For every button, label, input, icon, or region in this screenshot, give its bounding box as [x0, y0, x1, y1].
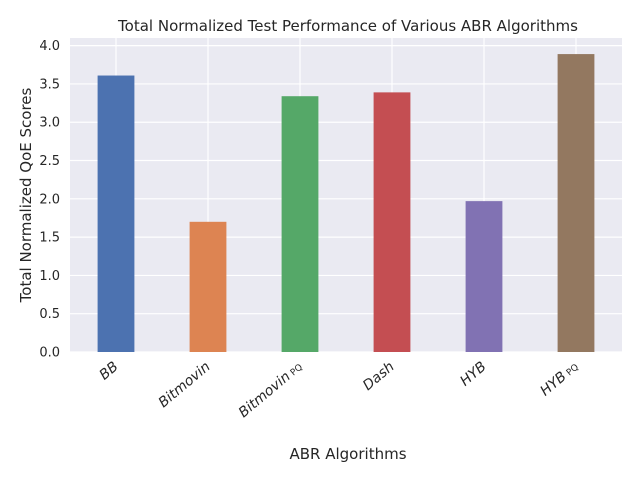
plot-area: [70, 38, 622, 352]
x-tick-label: HYB: [457, 359, 489, 390]
bar: [465, 201, 503, 352]
bar: [281, 96, 319, 352]
x-axis-label: ABR Algorithms: [289, 445, 406, 463]
bar: [557, 54, 595, 353]
y-tick-labels: 0.0 0.5 1.0 1.5 2.0 2.5 3.0 3.5 4.0: [39, 39, 60, 360]
chart-title: Total Normalized Test Performance of Var…: [117, 17, 578, 35]
y-tick-label: 1.5: [39, 231, 60, 246]
y-tick-label: 0.5: [39, 307, 60, 322]
x-tick-labels: BB Bitmovin BitmovinPQ Dash HYB HYBPQ: [97, 359, 581, 421]
x-tick-label: BB: [97, 359, 122, 384]
y-tick-label: 4.0: [39, 39, 60, 54]
y-tick-label: 0.0: [39, 346, 60, 361]
bar: [189, 221, 227, 352]
x-tick-label: BitmovinPQ: [236, 359, 306, 421]
bar: [97, 75, 135, 353]
bar: [373, 92, 411, 352]
y-tick-label: 3.0: [39, 116, 60, 131]
x-tick-label: Bitmovin: [156, 359, 214, 411]
y-axis-label: Total Normalized QoE Scores: [17, 87, 35, 303]
y-tick-label: 1.0: [39, 269, 60, 284]
y-tick-label: 2.0: [39, 192, 60, 207]
x-tick-label: Dash: [360, 359, 398, 394]
bars: [97, 54, 595, 353]
x-tick-label: HYBPQ: [537, 359, 581, 400]
y-tick-label: 2.5: [39, 154, 60, 169]
y-tick-label: 3.5: [39, 77, 60, 92]
